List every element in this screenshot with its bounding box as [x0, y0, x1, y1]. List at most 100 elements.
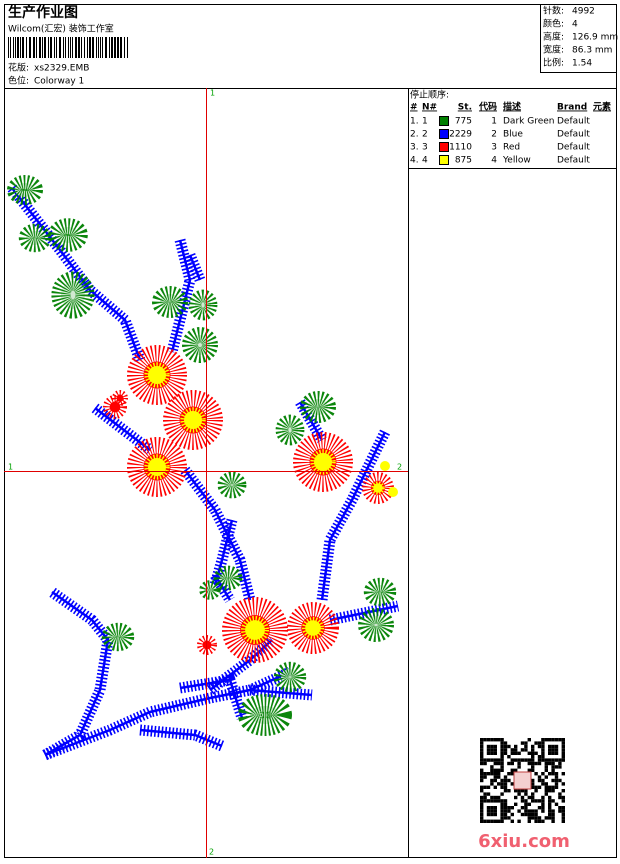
- bar: [20, 37, 21, 58]
- row-code: 1: [491, 117, 497, 127]
- bar: [102, 37, 103, 58]
- qr-cell: [527, 795, 531, 800]
- qr-cell: [541, 751, 545, 755]
- bar: [44, 37, 46, 58]
- qr-cell: [493, 778, 497, 783]
- qr-cell: [500, 785, 504, 789]
- qr-cell: [507, 755, 511, 759]
- bar: [8, 37, 9, 58]
- qr-cell: [524, 744, 528, 749]
- qr-cell: [531, 812, 535, 817]
- color-swatch: [439, 142, 449, 152]
- qr-cell: [558, 806, 562, 810]
- qr-cell: [558, 795, 562, 800]
- qr-cell: [486, 758, 491, 762]
- qr-cell: [541, 772, 545, 776]
- petals: [127, 345, 187, 405]
- leaf: [199, 580, 221, 600]
- stem-core: [11, 187, 142, 361]
- info-label: 宽度:: [543, 44, 564, 56]
- qr-cell: [480, 785, 484, 789]
- bar: [84, 37, 85, 58]
- qr-cell: [503, 782, 508, 786]
- qr-cell: [544, 768, 548, 772]
- column-header: 描述: [503, 101, 521, 113]
- bar: [63, 37, 64, 58]
- info-label: 比例:: [543, 57, 564, 69]
- info-label: 针数:: [543, 5, 564, 17]
- qr-cell: [541, 741, 545, 745]
- qr-cell: [524, 809, 528, 813]
- qr-cell: [544, 775, 548, 779]
- row-n: 1: [422, 117, 428, 127]
- qr-cell: [541, 738, 545, 742]
- qr-cell: [483, 795, 487, 800]
- qr-cell: [493, 775, 497, 779]
- row-brand: Default: [557, 143, 590, 153]
- row-n: 2: [422, 130, 428, 140]
- qr-cell: [524, 802, 528, 806]
- cross-label: 1: [210, 89, 215, 98]
- bar: [114, 37, 116, 58]
- qr-cell: [507, 761, 511, 766]
- row-code: 4: [491, 156, 497, 166]
- bar: [13, 37, 14, 58]
- qr-cell: [527, 758, 531, 762]
- leaf: [358, 608, 394, 642]
- watermark: 6xiu.com: [478, 831, 570, 852]
- qr-cell: [497, 799, 501, 803]
- qr-cell: [541, 795, 545, 800]
- bar: [89, 37, 91, 58]
- qr-cell: [493, 795, 497, 800]
- qr-cell: [561, 738, 565, 742]
- qr-cell: [480, 758, 484, 762]
- bar: [92, 37, 94, 58]
- qr-cell: [490, 751, 494, 755]
- qr-cell: [527, 802, 531, 806]
- bar: [56, 37, 57, 58]
- bar: [15, 37, 16, 58]
- qr-cell: [493, 751, 497, 755]
- qr-cell: [531, 761, 535, 766]
- qr-cell: [483, 792, 487, 796]
- qr-cell: [548, 761, 552, 766]
- qr-cell: [544, 816, 548, 820]
- qr-cell: [544, 789, 548, 793]
- qr-cell: [493, 819, 497, 823]
- design: xs2329.EMB: [34, 64, 89, 74]
- flower-center: [180, 407, 206, 433]
- qr-cell: [531, 758, 535, 762]
- row-num: 3.: [410, 143, 419, 153]
- qr-cell: [510, 768, 514, 772]
- qr-cell: [551, 799, 555, 803]
- row-description: Dark Green: [503, 117, 554, 127]
- qr-cell: [500, 802, 504, 806]
- qr-cell: [500, 748, 504, 752]
- qr-cell: [554, 748, 559, 752]
- stem-core: [94, 407, 151, 451]
- qr-cell: [497, 761, 501, 766]
- flower-center: [310, 449, 336, 475]
- qr-cell: [500, 744, 504, 749]
- qr-cell: [497, 758, 501, 762]
- qr-cell: [480, 802, 484, 806]
- leaf: [48, 218, 88, 252]
- colorway: Colorway 1: [34, 77, 84, 87]
- qr-cell: [520, 795, 525, 800]
- petals: [102, 395, 127, 420]
- stem-core: [188, 254, 202, 281]
- qr-cell: [531, 792, 535, 796]
- row-stitches: 775: [455, 117, 472, 127]
- qr-cell: [510, 751, 514, 755]
- qr-cell: [486, 738, 491, 742]
- qr-cell: [548, 751, 552, 755]
- qr-cell: [480, 748, 484, 752]
- qr-cell: [500, 782, 504, 786]
- color-swatch: [439, 155, 449, 165]
- qr-cell: [534, 761, 538, 766]
- qr-cell: [548, 738, 552, 742]
- qr-cell: [527, 809, 531, 813]
- qr-cell: [524, 789, 528, 793]
- qr-cell: [524, 812, 528, 817]
